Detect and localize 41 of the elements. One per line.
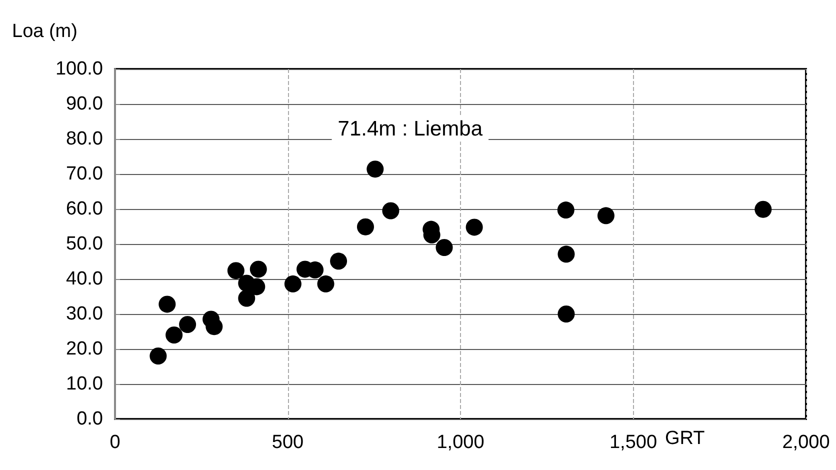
point <box>250 260 267 278</box>
point <box>466 218 483 236</box>
y-tick-label: 50.0 <box>66 234 103 254</box>
point <box>166 326 183 344</box>
point <box>179 316 196 333</box>
annotation: 71.4m : Liemba <box>338 118 483 141</box>
y-tick-label: 30.0 <box>66 304 103 324</box>
y-tick-label: 100.0 <box>55 58 103 80</box>
x-tick-label: 500 <box>272 432 304 453</box>
point <box>248 278 266 296</box>
y-tick-label: 20.0 <box>66 338 103 360</box>
y-tick-label: 90.0 <box>66 94 103 114</box>
point <box>357 218 374 236</box>
point <box>317 275 334 292</box>
point <box>150 348 167 364</box>
y-tick-label: 60.0 <box>66 198 103 220</box>
point <box>238 290 256 307</box>
y-axis-title: Loa (m) <box>12 21 78 42</box>
point <box>382 202 400 220</box>
point <box>754 200 772 218</box>
y-tick-label: 0.0 <box>76 408 103 430</box>
point <box>158 296 176 313</box>
point <box>284 275 302 292</box>
point <box>366 160 384 178</box>
y-tick-label: 80.0 <box>66 128 103 150</box>
point <box>227 262 244 280</box>
point <box>558 246 575 263</box>
point <box>206 318 223 336</box>
point <box>558 306 575 322</box>
x-tick-label: 1,000 <box>436 432 484 453</box>
y-tick-label: 40.0 <box>66 268 103 290</box>
point <box>557 202 574 219</box>
point <box>597 207 614 224</box>
y-tick-label: 10.0 <box>66 374 103 394</box>
point <box>330 252 348 270</box>
y-tick-label: 70.0 <box>66 164 103 184</box>
x-tick-label: 0 <box>110 432 120 453</box>
point <box>436 239 453 256</box>
x-tick-label: 2,000 <box>782 432 830 453</box>
x-axis-title: GRT <box>665 428 706 449</box>
x-tick-label: 1,500 <box>609 432 658 453</box>
